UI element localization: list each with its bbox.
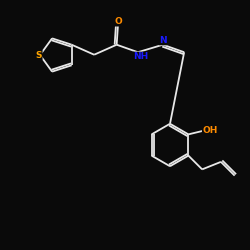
Text: O: O — [114, 17, 122, 26]
Text: OH: OH — [202, 126, 218, 135]
Text: S: S — [36, 50, 42, 59]
Text: NH: NH — [133, 52, 148, 61]
Text: N: N — [159, 36, 167, 45]
